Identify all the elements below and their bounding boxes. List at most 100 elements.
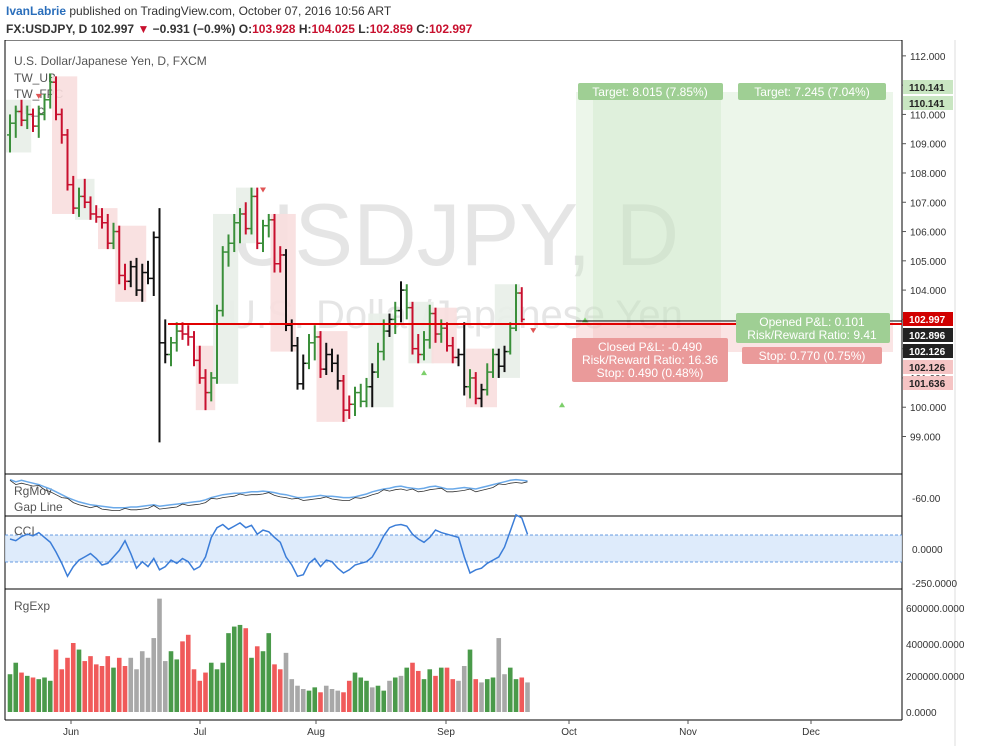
time-axis[interactable]: Jun Jul Aug Sep Oct Nov Dec xyxy=(63,720,820,738)
ohlc-bar[interactable] xyxy=(352,386,358,417)
ohlc-bar[interactable] xyxy=(461,322,468,396)
ohlc-bar[interactable] xyxy=(501,345,508,373)
ohlc-bar[interactable] xyxy=(179,322,186,340)
ohlc-bar[interactable] xyxy=(196,345,203,384)
ohlc-bar[interactable] xyxy=(507,322,514,355)
ohlc-bar[interactable] xyxy=(7,114,13,153)
ohlc-bar[interactable] xyxy=(409,301,416,355)
ohlc-bar[interactable] xyxy=(311,325,318,361)
ohlc-bar[interactable] xyxy=(116,225,123,285)
ohlc-bar[interactable] xyxy=(168,336,174,367)
ohlc-bar[interactable] xyxy=(156,208,163,443)
ohlc-bar[interactable] xyxy=(81,178,88,209)
ohlc-bar[interactable] xyxy=(484,363,491,396)
ohlc-bar[interactable] xyxy=(346,395,353,419)
ohlc-bar[interactable] xyxy=(254,187,261,250)
ohlc-bar[interactable] xyxy=(231,213,238,253)
ohlc-bar[interactable] xyxy=(357,383,364,408)
ohlc-bar[interactable] xyxy=(122,263,128,291)
open-trade-labels[interactable]: Target: 7.245 (7.04%) Opened P&L: 0.101 … xyxy=(736,83,890,364)
ohlc-bar[interactable] xyxy=(202,369,209,411)
ohlc-bar[interactable] xyxy=(70,175,77,214)
ohlc-bar[interactable] xyxy=(47,73,54,109)
ohlc-bar[interactable] xyxy=(334,354,341,390)
candle-series[interactable] xyxy=(7,73,588,443)
open-target-zone[interactable] xyxy=(593,92,893,321)
ohlc-bar[interactable] xyxy=(30,108,36,132)
ohlc-bar[interactable] xyxy=(145,260,151,285)
ohlc-bar[interactable] xyxy=(248,187,255,235)
ohlc-bar[interactable] xyxy=(139,263,146,302)
ohlc-bar[interactable] xyxy=(162,319,169,364)
ohlc-bar[interactable] xyxy=(58,108,65,144)
author-name[interactable]: IvanLabrie xyxy=(6,4,67,18)
closed-trade-labels[interactable]: Target: 8.015 (7.85%) Closed P&L: -0.490… xyxy=(572,83,728,382)
ohlc-bar[interactable] xyxy=(449,336,456,364)
ohlc-bar[interactable] xyxy=(104,213,111,250)
chart-canvas[interactable]: USDJPY, D U.S. Dollar/Japanese Yen U.S. … xyxy=(0,40,983,746)
ohlc-bar[interactable] xyxy=(185,325,192,346)
ohlc-bar[interactable] xyxy=(369,363,376,408)
ohlc-bar[interactable] xyxy=(150,231,157,296)
ohlc-bar[interactable] xyxy=(392,301,399,335)
ohlc-bar[interactable] xyxy=(317,331,324,378)
ohlc-bar[interactable] xyxy=(35,105,42,138)
ohlc-bar[interactable] xyxy=(495,348,502,378)
ohlc-bar[interactable] xyxy=(490,348,496,378)
ohlc-bar[interactable] xyxy=(306,334,312,370)
ohlc-bar[interactable] xyxy=(173,322,180,352)
rgexp-label[interactable]: RgExp xyxy=(14,599,50,613)
ohlc-bar[interactable] xyxy=(99,208,105,229)
ohlc-bar[interactable] xyxy=(265,213,272,238)
ohlc-bar[interactable] xyxy=(242,202,249,235)
ohlc-bar[interactable] xyxy=(225,234,232,267)
ohlc-bar[interactable] xyxy=(300,354,307,390)
ohlc-bar[interactable] xyxy=(323,342,330,376)
rgmov-label[interactable]: RgMov xyxy=(14,484,52,498)
ohlc-bar[interactable] xyxy=(340,375,347,422)
ohlc-bar[interactable] xyxy=(277,246,284,273)
ohlc-bar[interactable] xyxy=(426,304,433,349)
ohlc-bar[interactable] xyxy=(237,208,243,244)
ohlc-bar[interactable] xyxy=(455,348,462,367)
ohlc-bar[interactable] xyxy=(294,336,301,390)
ohlc-bar[interactable] xyxy=(219,246,226,317)
ohlc-bar[interactable] xyxy=(375,342,381,378)
ohlc-bar[interactable] xyxy=(478,383,485,408)
ohlc-bar[interactable] xyxy=(110,222,117,250)
ohlc-bar[interactable] xyxy=(403,284,410,320)
ohlc-bar[interactable] xyxy=(283,249,289,332)
ohlc-bar[interactable] xyxy=(87,196,94,220)
study-label-tw-ub[interactable]: TW_UB xyxy=(14,71,56,85)
ohlc-bar[interactable] xyxy=(208,372,215,402)
ohlc-bar[interactable] xyxy=(271,213,278,273)
ohlc-bar[interactable] xyxy=(444,322,450,352)
ohlc-bar[interactable] xyxy=(18,99,25,127)
symbol-label[interactable]: FX:USDJPY, D xyxy=(6,22,88,36)
ohlc-bar[interactable] xyxy=(467,369,473,399)
ohlc-bar[interactable] xyxy=(76,187,82,217)
ohlc-bar[interactable] xyxy=(260,219,266,253)
ohlc-bar[interactable] xyxy=(398,281,404,323)
ohlc-bar[interactable] xyxy=(127,260,134,288)
ohlc-bar[interactable] xyxy=(518,287,525,323)
closed-target-zone[interactable] xyxy=(576,92,721,321)
ohlc-bar[interactable] xyxy=(363,377,370,408)
ohlc-bar[interactable] xyxy=(472,372,479,405)
closed-stop-zone[interactable] xyxy=(576,322,721,340)
ohlc-bar[interactable] xyxy=(214,304,220,384)
main-legend-title[interactable]: U.S. Dollar/Japanese Yen, D, FXCM xyxy=(14,54,207,68)
ohlc-bar[interactable] xyxy=(133,257,140,296)
ohlc-bar[interactable] xyxy=(380,319,387,361)
ohlc-bar[interactable] xyxy=(329,348,335,373)
ohlc-bar[interactable] xyxy=(24,105,31,130)
ohlc-bar[interactable] xyxy=(421,331,427,361)
ohlc-bar[interactable] xyxy=(41,93,48,121)
ohlc-bar[interactable] xyxy=(53,76,59,121)
ohlc-bar[interactable] xyxy=(191,331,197,367)
ohlc-bar[interactable] xyxy=(432,307,439,343)
ohlc-bar[interactable] xyxy=(64,129,71,191)
ohlc-bar[interactable] xyxy=(93,205,100,223)
ohlc-bar[interactable] xyxy=(12,105,19,138)
rgmov-gap-line-label[interactable]: Gap Line xyxy=(14,500,63,514)
